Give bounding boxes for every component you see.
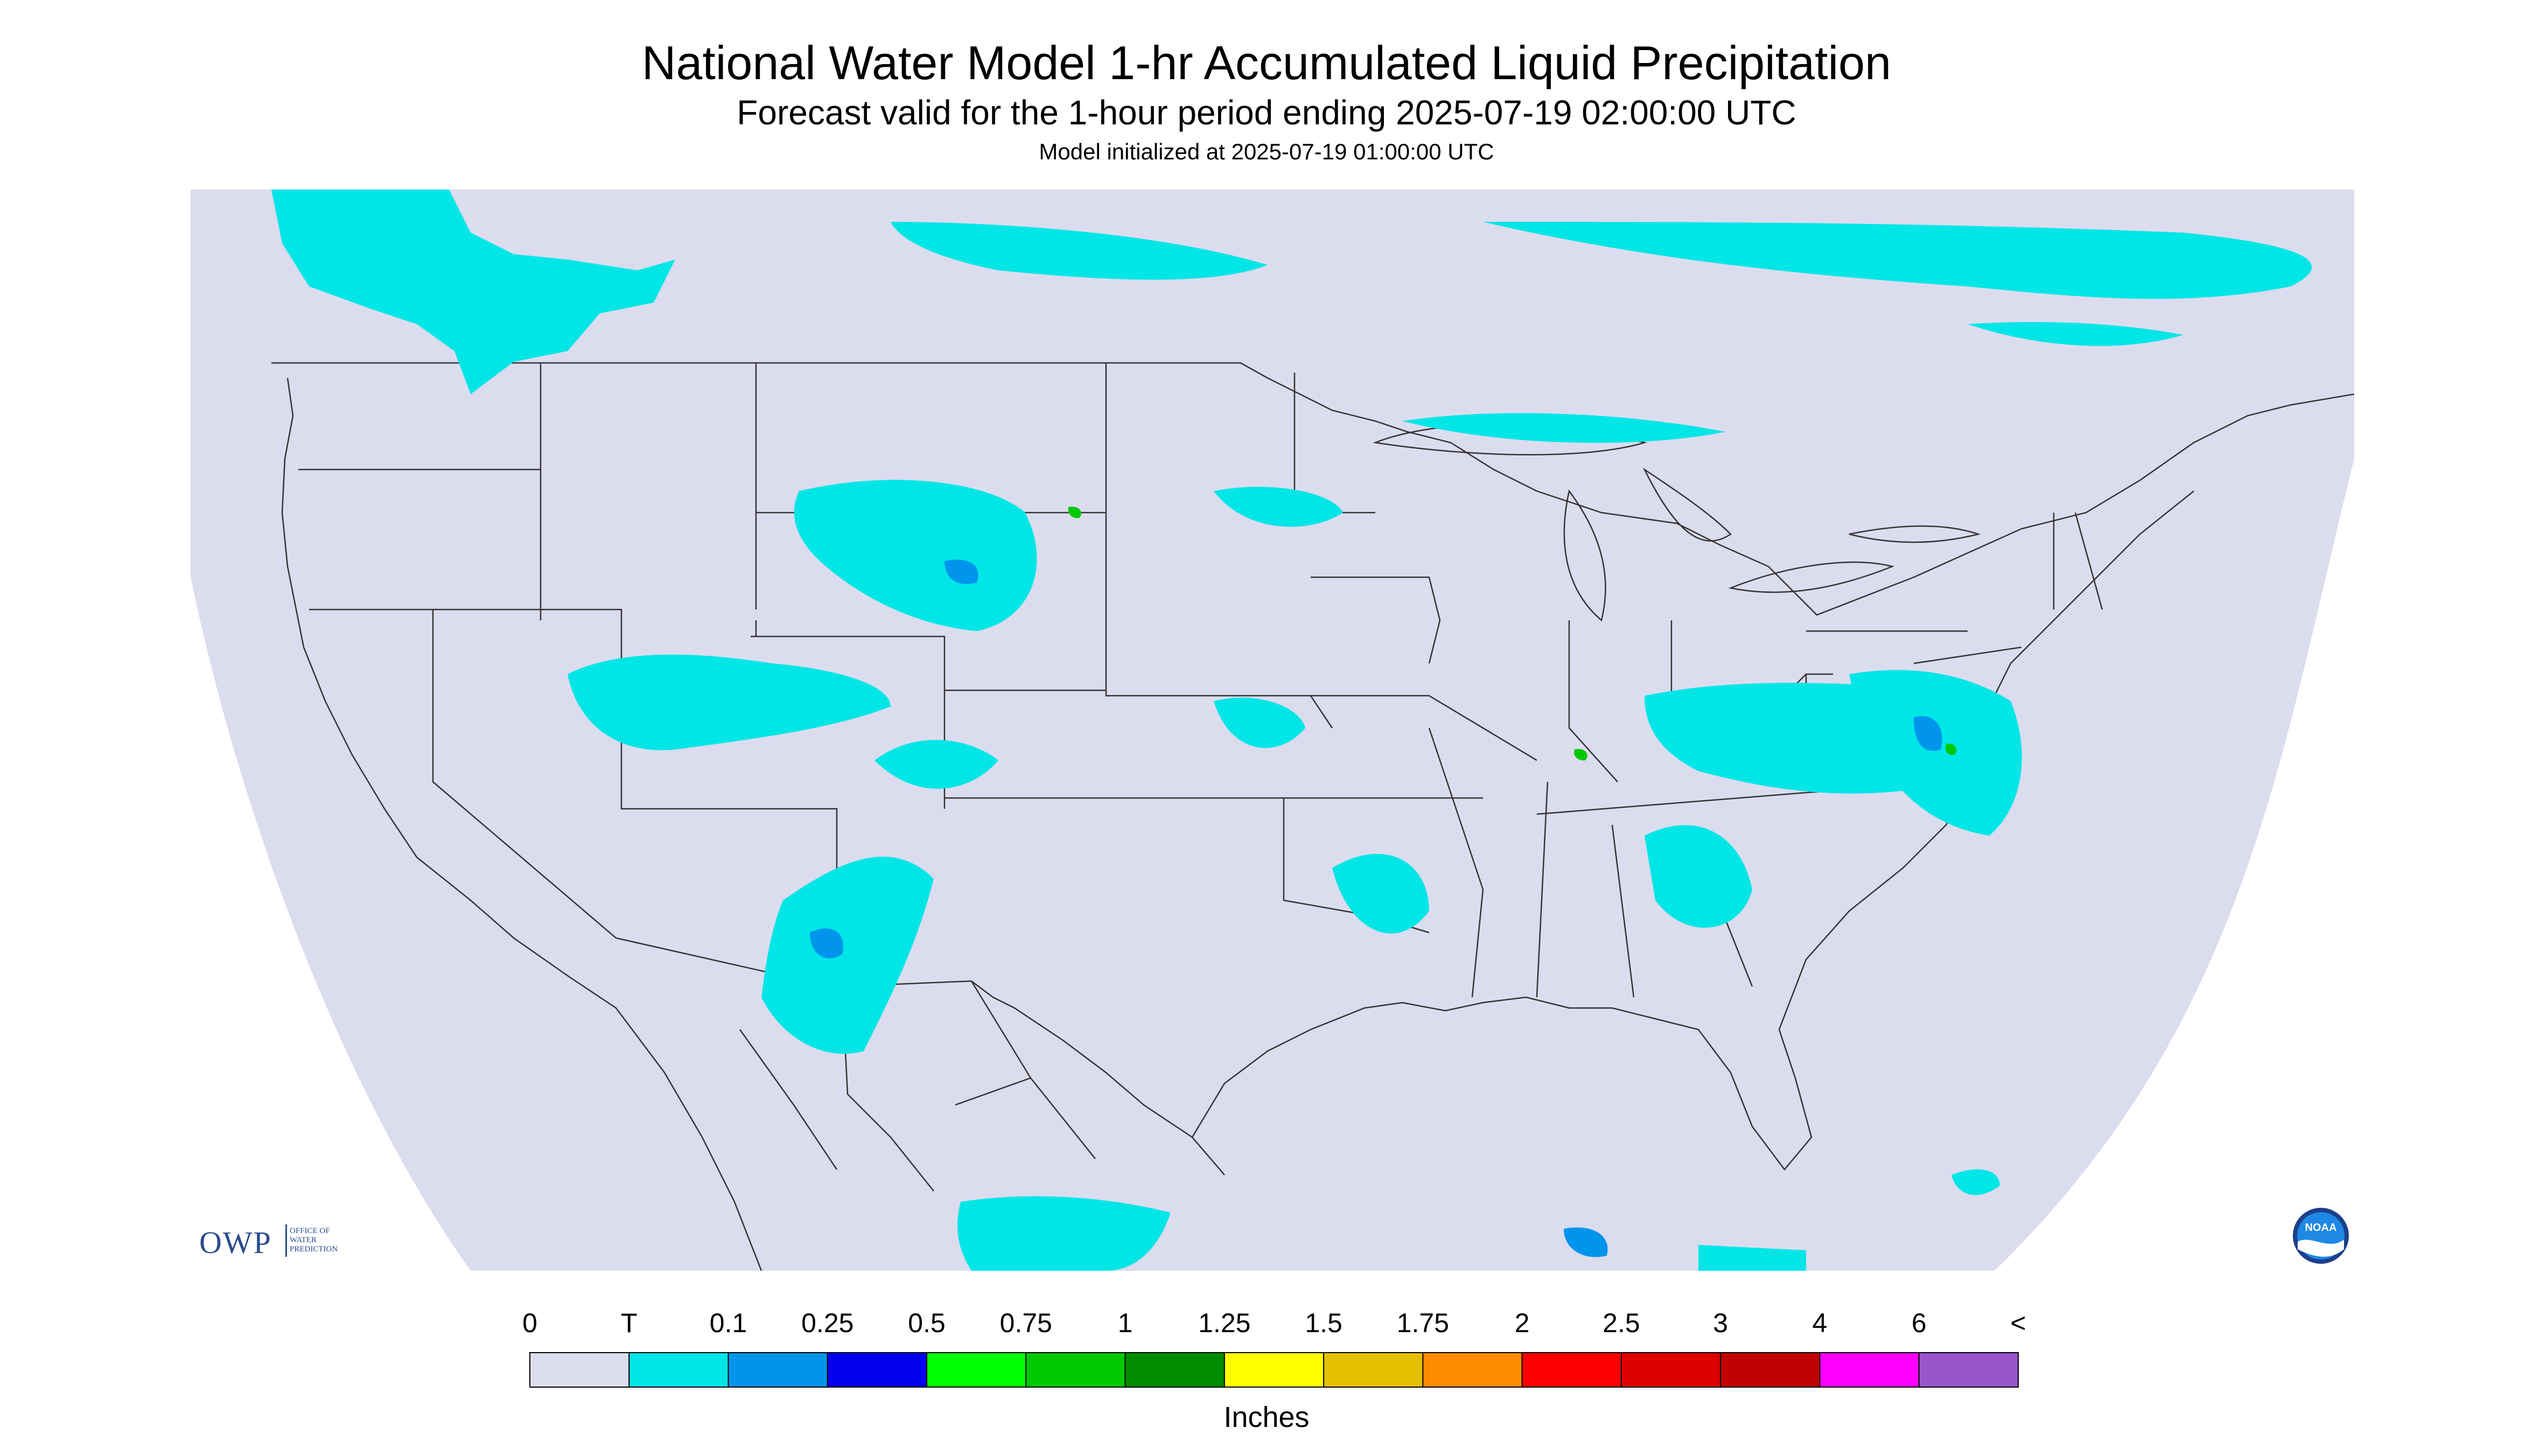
west-coast	[281, 377, 762, 1271]
legend-swatch	[1918, 1352, 2019, 1388]
owp-logo-text: OWP	[199, 1225, 272, 1260]
owp-logo: OWP OFFICE OF WATER PREDICTION	[199, 1221, 377, 1264]
owp-logo-divider	[285, 1224, 287, 1257]
canada-us-border	[271, 362, 2354, 616]
legend-tick-label: 4	[1813, 1308, 1828, 1338]
precipitation-map	[191, 190, 2354, 1271]
legend-tick-label: 2	[1515, 1308, 1530, 1338]
legend-tick-label: 0.75	[1000, 1308, 1052, 1338]
model-init-line: Model initialized at 2025-07-19 01:00:00…	[1039, 139, 1494, 164]
legend-tick-label: 1.5	[1305, 1308, 1342, 1338]
mexico-states	[739, 981, 1117, 1241]
intense-precipitation	[1068, 507, 1957, 761]
legend-tick-label: 0.1	[710, 1308, 747, 1338]
legend-tick-label: 1.75	[1397, 1308, 1449, 1338]
legend-tick-label: 1	[1118, 1308, 1133, 1338]
legend-swatch	[1620, 1352, 1722, 1388]
legend-swatch	[1323, 1352, 1424, 1388]
legend-tick-label: T	[621, 1308, 638, 1338]
legend-tick-label: 2.5	[1603, 1308, 1640, 1338]
legend-units-label: Inches	[1223, 1401, 1309, 1433]
noaa-logo: NOAA	[2293, 1208, 2349, 1264]
owp-sub-1: OFFICE OF	[290, 1227, 330, 1235]
noaa-logo-text: NOAA	[2305, 1222, 2337, 1234]
legend-tick-label: 1.25	[1198, 1308, 1250, 1338]
legend-tick-label: 0.25	[801, 1308, 853, 1338]
owp-sub-2: WATER	[290, 1236, 317, 1244]
legend-swatch	[827, 1352, 928, 1388]
legend-swatch	[1720, 1352, 1821, 1388]
map-subtitle: Forecast valid for the 1-hour period end…	[737, 93, 1796, 132]
legend-swatch	[1124, 1352, 1225, 1388]
legend-swatch	[1422, 1352, 1523, 1388]
legend-swatch	[529, 1352, 630, 1388]
legend-tick-label: 6	[1912, 1308, 1927, 1338]
legend-swatch	[1819, 1352, 1920, 1388]
legend-swatch	[727, 1352, 828, 1388]
color-legend: 0 T 0.1 0.25 0.5 0.75 1 1.25 1.5 1.75 2 2.5 3 4 6 < Inc…	[522, 1308, 2026, 1433]
map-title: National Water Model 1-hr Accumulated Li…	[641, 36, 1892, 89]
legend-swatch	[926, 1352, 1027, 1388]
precipitation-areas	[271, 190, 2312, 1271]
legend-swatch	[1521, 1352, 1622, 1388]
legend-tick-label: 0.5	[908, 1308, 946, 1338]
owp-sub-3: PREDICTION	[290, 1245, 338, 1254]
legend-swatch	[628, 1352, 729, 1388]
gulf-coast	[1191, 996, 1813, 1171]
owp-logo-subtext: OFFICE OF WATER PREDICTION	[290, 1227, 338, 1254]
heavier-precipitation	[810, 559, 1942, 1257]
legend-swatch	[1223, 1352, 1325, 1388]
legend-tick-label: <	[2010, 1308, 2026, 1338]
legend-tick-label: 3	[1713, 1308, 1728, 1338]
great-lakes	[1373, 423, 1981, 622]
legend-tick-label: 0	[522, 1308, 537, 1338]
legend-swatch	[1025, 1352, 1126, 1388]
